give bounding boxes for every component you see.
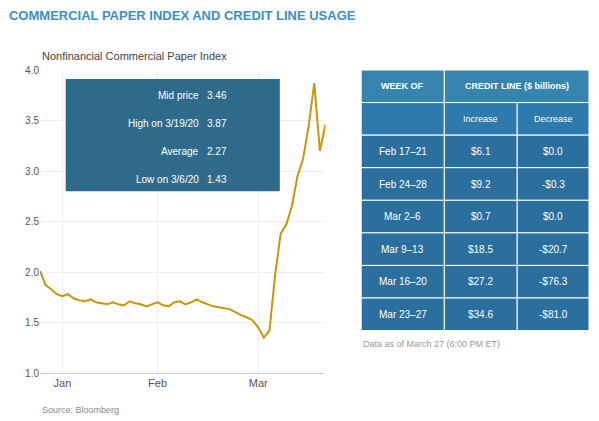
svg-text:$18.5: $18.5: [468, 244, 493, 255]
svg-text:-$76.3: -$76.3: [539, 276, 568, 287]
svg-text:3.5: 3.5: [25, 115, 39, 126]
svg-text:$0.0: $0.0: [543, 211, 563, 222]
svg-text:$34.6: $34.6: [468, 309, 493, 320]
svg-text:-$0.3: -$0.3: [542, 179, 565, 190]
svg-text:$6.1: $6.1: [471, 146, 491, 157]
svg-text:Feb 24–28: Feb 24–28: [379, 179, 427, 190]
svg-text:Mar 9–13: Mar 9–13: [381, 244, 424, 255]
svg-text:Feb: Feb: [148, 377, 167, 389]
svg-text:Source: Bloomberg: Source: Bloomberg: [42, 405, 119, 415]
svg-text:$0.0: $0.0: [543, 146, 563, 157]
svg-text:-$81.0: -$81.0: [539, 309, 568, 320]
svg-text:$0.7: $0.7: [471, 211, 491, 222]
svg-text:3.46: 3.46: [207, 90, 227, 101]
svg-text:Mar: Mar: [249, 377, 268, 389]
svg-text:Low on 3/6/20: Low on 3/6/20: [136, 174, 199, 185]
svg-text:Average: Average: [161, 146, 199, 157]
svg-text:Jan: Jan: [54, 377, 72, 389]
svg-text:1.0: 1.0: [25, 368, 39, 379]
svg-text:WEEK OF: WEEK OF: [381, 81, 424, 91]
svg-text:High on 3/19/20: High on 3/19/20: [128, 118, 199, 129]
svg-text:Mar 2–6: Mar 2–6: [384, 211, 421, 222]
svg-text:1.43: 1.43: [207, 174, 227, 185]
svg-text:Nonfinancial Commercial Paper: Nonfinancial Commercial Paper Index: [42, 50, 227, 62]
svg-text:$27.2: $27.2: [468, 276, 493, 287]
svg-text:Mar 16–20: Mar 16–20: [379, 276, 427, 287]
svg-text:Data as of March 27 (6:00 PM E: Data as of March 27 (6:00 PM ET): [363, 339, 500, 349]
svg-text:-$20.7: -$20.7: [539, 244, 568, 255]
svg-text:Mar 23–27: Mar 23–27: [379, 309, 427, 320]
svg-text:COMMERCIAL PAPER INDEX AND CRE: COMMERCIAL PAPER INDEX AND CREDIT LINE U…: [9, 8, 356, 23]
svg-text:CREDIT LINE ($ billions): CREDIT LINE ($ billions): [465, 81, 569, 91]
svg-text:2.27: 2.27: [207, 146, 227, 157]
svg-text:Feb 17–21: Feb 17–21: [379, 146, 427, 157]
svg-text:3.0: 3.0: [25, 166, 39, 177]
svg-text:Increase: Increase: [463, 114, 498, 124]
svg-text:Mid price: Mid price: [158, 90, 199, 101]
svg-text:$9.2: $9.2: [471, 179, 491, 190]
svg-text:4.0: 4.0: [25, 65, 39, 76]
svg-text:1.5: 1.5: [25, 317, 39, 328]
svg-text:Decrease: Decrease: [534, 114, 573, 124]
svg-text:2.5: 2.5: [25, 216, 39, 227]
svg-text:2.0: 2.0: [25, 267, 39, 278]
svg-text:3.87: 3.87: [207, 118, 227, 129]
